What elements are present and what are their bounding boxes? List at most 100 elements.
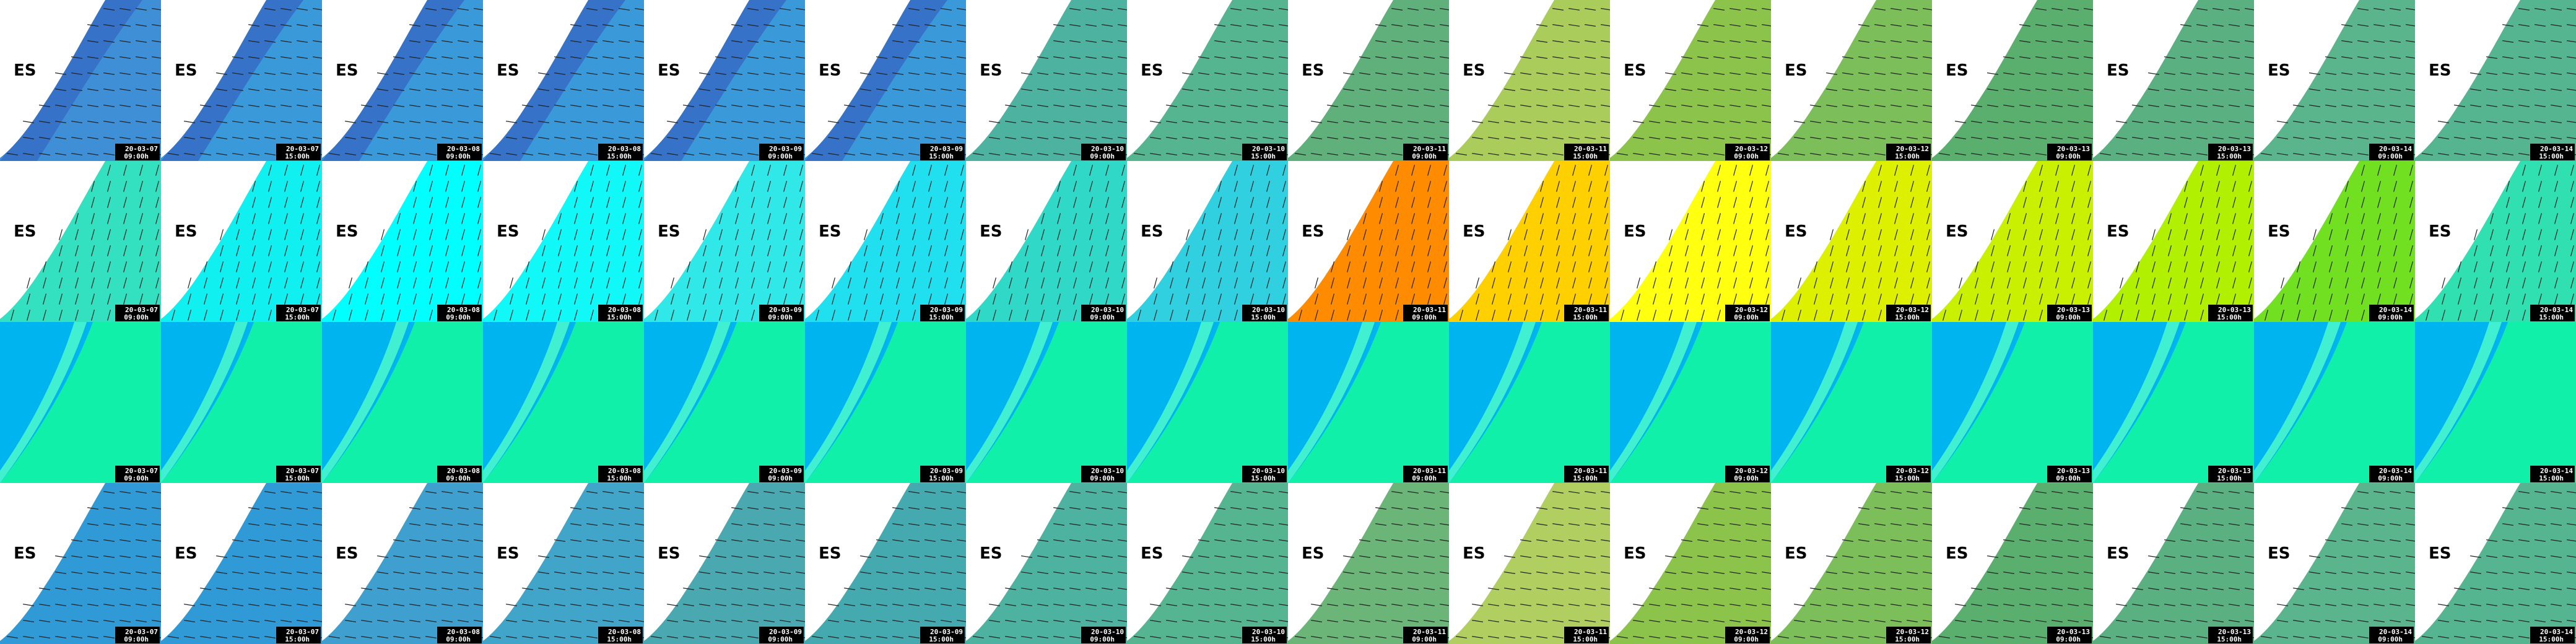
wind-arrow [1102, 24, 1113, 27]
wind-arrow [2068, 72, 2079, 75]
date-label: 20-03-07 [125, 467, 158, 475]
wind-arrow [2132, 137, 2143, 139]
wind-arrow [1443, 181, 1447, 192]
wind-arrow [590, 261, 594, 272]
wind-arrow [973, 153, 984, 155]
wind-arrow [1230, 588, 1242, 590]
wind-arrow [2168, 229, 2172, 240]
wind-arrow [2229, 491, 2240, 494]
wind-arrow [764, 72, 775, 75]
wind-arrow [458, 523, 469, 526]
wind-arrow [365, 294, 368, 305]
wind-arrow [2518, 72, 2530, 75]
wind-arrow [1408, 105, 1419, 107]
wind-arrow [2196, 604, 2208, 606]
wind-arrow [1552, 491, 1564, 494]
wind-arrow [635, 121, 646, 123]
wind-arrow [2390, 491, 2401, 494]
wind-arrow [1408, 555, 1419, 558]
wind-arrow [603, 24, 614, 27]
wind-arrow [2084, 620, 2095, 622]
wind-arrow [2538, 197, 2542, 208]
wind-arrow [1440, 572, 1451, 574]
wind-arrow [1021, 153, 1032, 155]
wind-arrow [1427, 165, 1431, 176]
wind-arrow [1749, 165, 1753, 176]
wind-arrow [39, 588, 50, 590]
date-label: 20-03-13 [2218, 628, 2251, 636]
wind-arrow [2357, 523, 2369, 526]
wind-arrow [1665, 604, 1676, 606]
wind-arrow [1053, 153, 1064, 155]
wind-arrow [731, 89, 742, 91]
wind-arrow [574, 181, 578, 192]
wind-arrow [184, 121, 195, 123]
wind-arrow [538, 89, 549, 91]
wind-arrow [2554, 229, 2558, 240]
wind-arrow [1408, 56, 1419, 59]
wind-arrow [1552, 523, 1564, 526]
wind-arrow [1443, 165, 1447, 176]
sea-near [966, 322, 1127, 483]
wind-arrow [1247, 137, 1258, 139]
wind-arrow [960, 277, 964, 289]
wind-arrow [1202, 294, 1206, 305]
wind-arrow [2357, 137, 2369, 139]
wind-arrow [1762, 8, 1773, 11]
wind-arrow [284, 245, 288, 256]
wind-arrow [2309, 137, 2320, 139]
wind-arrow [2229, 137, 2240, 139]
wind-arrow [570, 588, 581, 590]
wind-arrow [2502, 72, 2513, 75]
wind-arrow [345, 121, 356, 123]
wind-arrow [1910, 213, 1914, 224]
wind-arrow [2213, 555, 2224, 558]
wind-arrow [2409, 213, 2413, 224]
wind-arrow [796, 8, 807, 11]
wind-arrow [1762, 507, 1773, 510]
wind-arrow [1713, 105, 1725, 107]
wind-arrow [832, 310, 835, 321]
wind-arrow [2184, 294, 2188, 305]
wind-arrow [1408, 121, 1419, 123]
wind-arrow [2470, 137, 2481, 139]
wind-arrow [747, 89, 759, 91]
wind-arrow [313, 121, 324, 123]
wind-arrow [477, 165, 481, 176]
date-label: 20-03-12 [1896, 467, 1929, 475]
wind-arrow [1250, 197, 1254, 208]
wind-arrow [2390, 507, 2401, 510]
wind-arrow [908, 89, 920, 91]
country-label: ES [658, 222, 681, 241]
wind-arrow [1874, 8, 1886, 11]
wind-arrow [2409, 229, 2413, 240]
wind-arrow [2570, 165, 2574, 176]
wind-arrow [783, 165, 787, 176]
wind-arrow [345, 604, 356, 606]
wind-arrow [216, 72, 227, 75]
wind-arrow [1118, 8, 1129, 11]
wind-arrow [2293, 153, 2304, 155]
wind-arrow [1102, 105, 1113, 107]
time-box [1081, 627, 1126, 643]
wind-arrow [1826, 588, 1837, 590]
wind-arrow [2518, 604, 2530, 606]
wind-arrow [1166, 620, 1177, 622]
date-label: 20-03-14 [2379, 145, 2412, 153]
wind-arrow [1842, 121, 1853, 123]
wind-arrow [2019, 137, 2030, 139]
wind-arrow [2136, 294, 2139, 305]
wind-arrow [2313, 310, 2317, 321]
country-label: ES [1302, 544, 1325, 563]
wind-arrow [1830, 310, 1834, 321]
date-label: 20-03-13 [2218, 145, 2251, 153]
wind-arrow [892, 620, 903, 622]
wind-arrow [1202, 310, 1206, 321]
wind-arrow [103, 72, 115, 75]
wind-arrow [2409, 294, 2413, 305]
land [1610, 161, 1715, 319]
wind-arrow [1891, 137, 1902, 139]
land [1771, 0, 1876, 158]
